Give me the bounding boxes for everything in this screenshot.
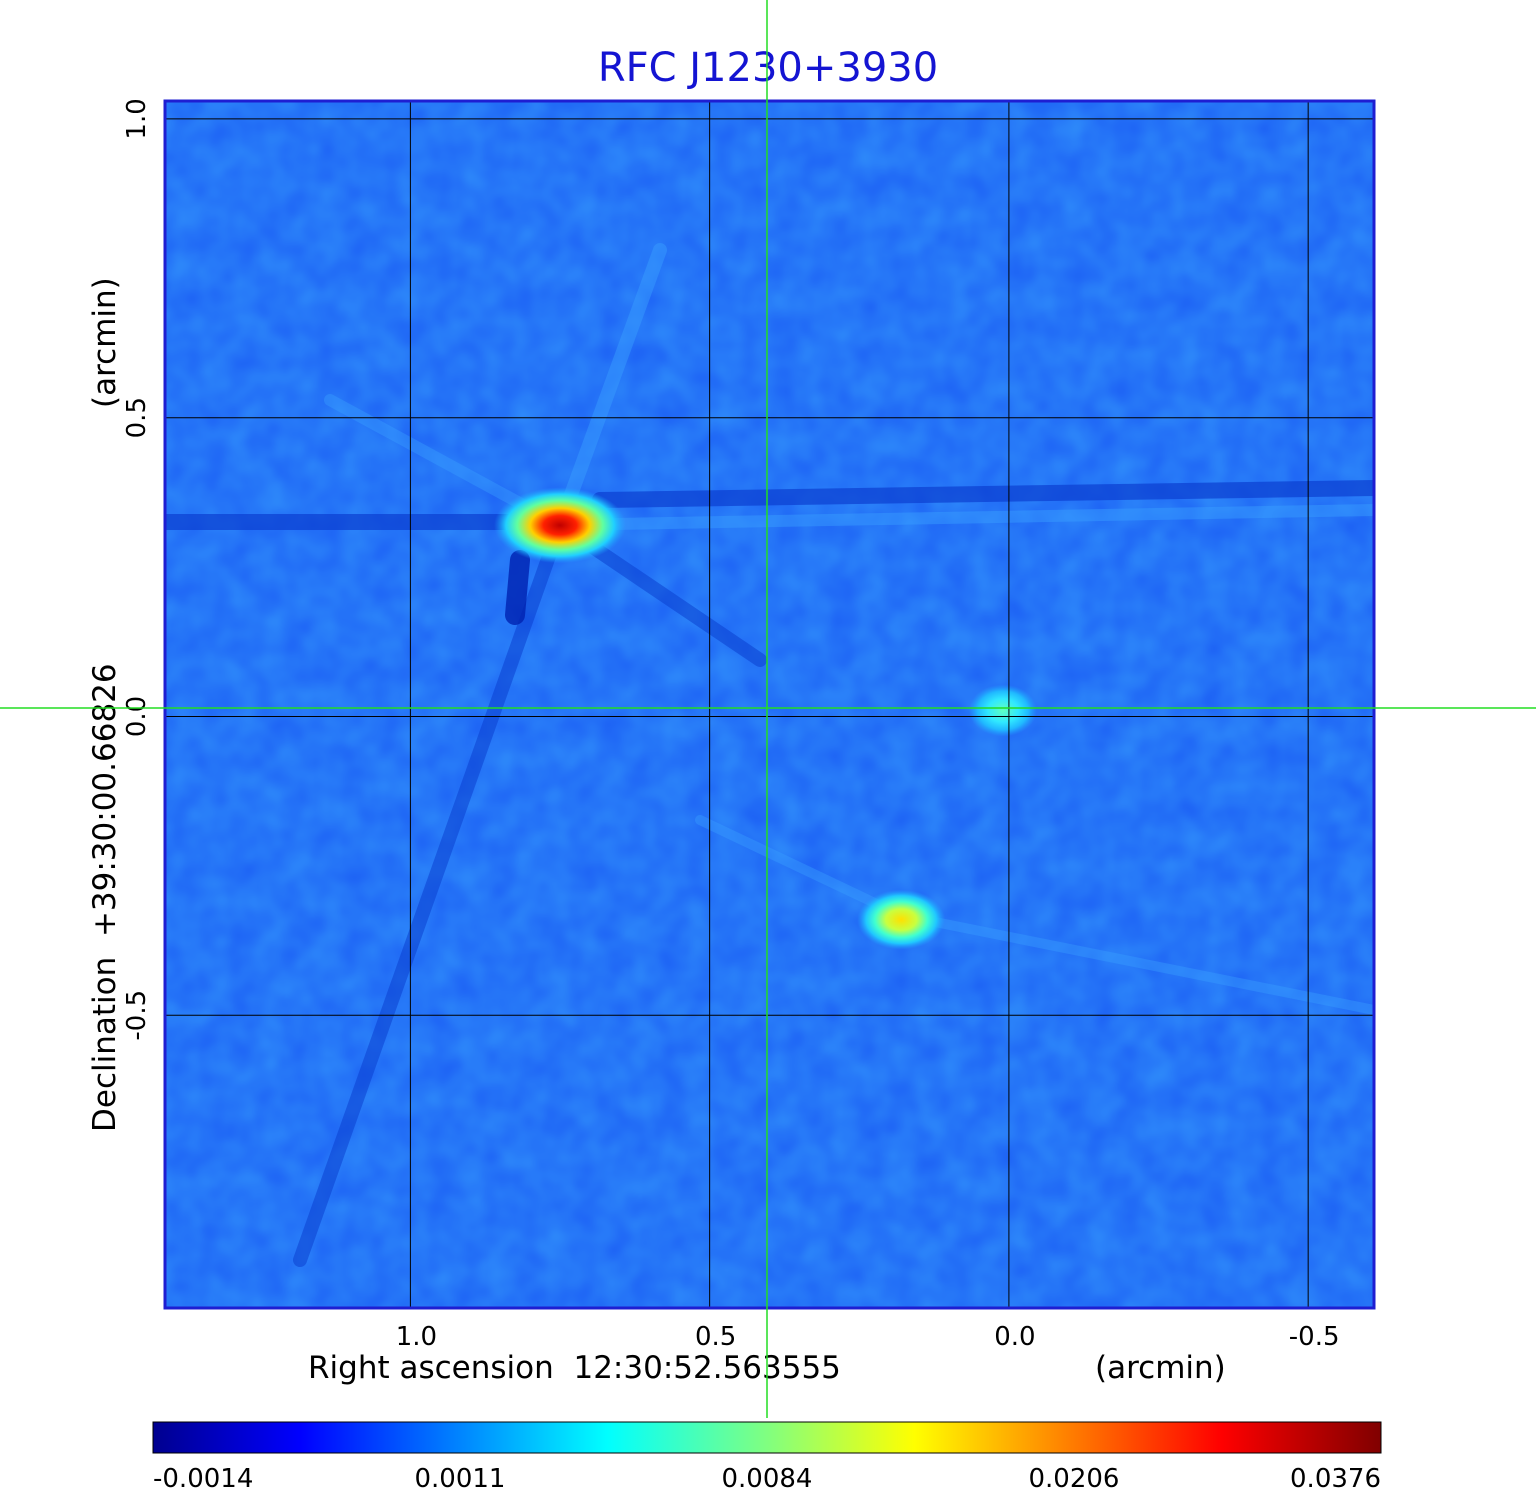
coordinate-grid: [165, 101, 1374, 1308]
colorbar-tick-label: 0.0206: [1029, 1464, 1120, 1494]
y-axis-label: Declination +39:30:00.66826: [87, 663, 123, 1132]
y-tick-label: 0.5: [122, 397, 152, 438]
chart-title: RFC J1230+3930: [598, 45, 938, 91]
x-tick-label: 1.0: [396, 1322, 437, 1352]
y-tick-label: 0.0: [122, 696, 152, 737]
x-tick-label: 0.5: [695, 1322, 736, 1352]
colorbar-tick-labels: -0.0014 0.0011 0.0084 0.0206 0.0376: [153, 1464, 1381, 1494]
colorbar-tick-label: 0.0084: [722, 1464, 813, 1494]
intensity-map: [165, 101, 1374, 1308]
colorbar: -0.0014 0.0011 0.0084 0.0206 0.0376: [152, 1421, 1382, 1494]
y-axis-unit: (arcmin): [87, 277, 123, 408]
point-sources: [494, 487, 1037, 950]
point-source: [968, 684, 1037, 737]
x-tick-labels: 1.0 0.5 0.0 -0.5: [396, 1322, 1340, 1352]
x-axis-unit: (arcmin): [1095, 1350, 1226, 1386]
x-tick-label: 0.0: [994, 1322, 1035, 1352]
point-source: [857, 889, 946, 950]
map-noise-texture: [165, 101, 1374, 1308]
plot-frame: [163, 99, 1376, 1310]
x-tick-label: -0.5: [1289, 1322, 1340, 1352]
y-tick-labels: -0.5 0.0 0.5 1.0: [122, 98, 152, 1040]
crosshair: [0, 0, 1536, 1418]
y-tick-label: 1.0: [122, 98, 152, 139]
point-source: [494, 487, 627, 564]
x-axis-label: Right ascension 12:30:52.563555: [308, 1350, 841, 1386]
colorbar-tick-label: 0.0011: [415, 1464, 506, 1494]
colorbar-tick-label: 0.0376: [1290, 1464, 1381, 1494]
colorbar-tick-label: -0.0014: [153, 1464, 253, 1494]
colorbar-gradient: [152, 1421, 1382, 1454]
y-tick-label: -0.5: [122, 990, 152, 1041]
